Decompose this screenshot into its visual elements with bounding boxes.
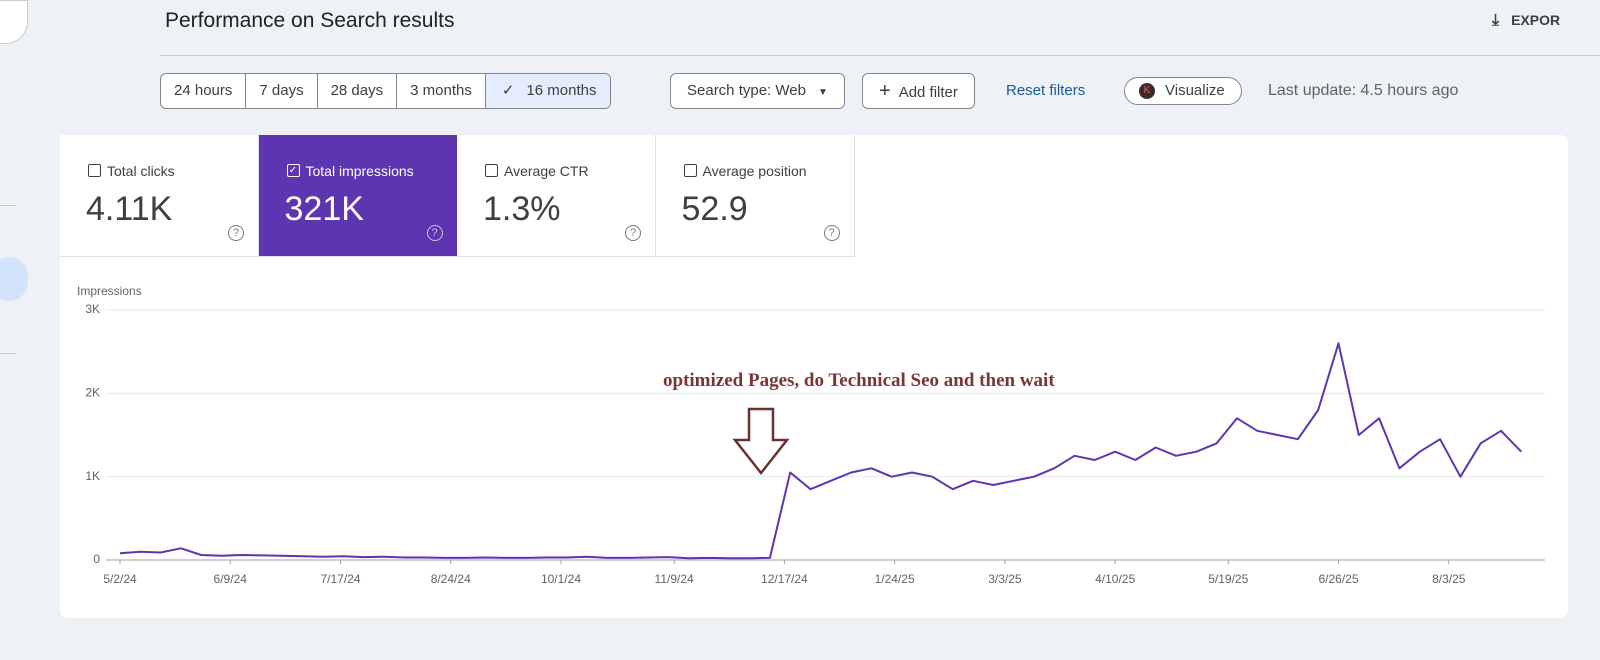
x-tick-label: 8/24/24: [431, 572, 471, 586]
range-button[interactable]: 7 days: [246, 74, 318, 108]
date-range-group: 24 hours 7 days 28 days 3 months ✓ 16 months: [160, 73, 612, 109]
checkbox: [485, 164, 498, 177]
range-label: 24 hours: [174, 82, 233, 99]
checkbox: [88, 164, 101, 177]
visualize-label: Visualize: [1165, 82, 1225, 99]
checkbox: ✓: [286, 164, 300, 177]
y-tick-label: 3K: [85, 302, 100, 316]
x-tick-label: 3/3/25: [988, 572, 1022, 586]
range-label: 3 months: [410, 82, 472, 99]
x-tick-label: 1/24/25: [875, 572, 915, 586]
x-tick-label: 4/10/25: [1095, 572, 1135, 586]
metric-label: Average position: [702, 163, 807, 179]
metric-value: 1.3%: [483, 190, 561, 228]
metric-value: 321K: [284, 190, 364, 228]
nav-divider: [0, 205, 16, 206]
visualize-button[interactable]: K Visualize: [1124, 77, 1242, 105]
x-tick-label: 7/17/24: [320, 572, 360, 586]
help-icon[interactable]: ?: [625, 225, 641, 241]
metric-card[interactable]: Average position 52.9?: [655, 135, 855, 257]
range-button[interactable]: 28 days: [318, 74, 398, 108]
page-title: Performance on Search results: [165, 9, 455, 32]
export-label: EXPOR: [1511, 12, 1561, 28]
range-label: 16 months: [526, 82, 597, 99]
x-tick-label: 10/1/24: [541, 572, 581, 586]
range-label: 28 days: [330, 82, 384, 99]
help-icon[interactable]: ?: [228, 225, 244, 241]
x-tick-label: 6/26/25: [1318, 572, 1358, 586]
range-button[interactable]: 3 months: [397, 74, 486, 108]
metric-label: Total clicks: [107, 163, 175, 179]
x-tick-label: 6/9/24: [214, 572, 248, 586]
reset-filters[interactable]: Reset filters: [1006, 82, 1086, 99]
metric-label: Average CTR: [504, 163, 589, 179]
x-tick-label: 11/9/24: [655, 572, 694, 586]
metric-value: 4.11K: [86, 190, 173, 228]
add-filter-label: Add filter: [898, 84, 958, 101]
metric-value: 52.9: [681, 190, 748, 228]
y-tick-label: 2K: [85, 386, 100, 400]
metric-card[interactable]: ✓ Total impressions 321K?: [258, 135, 458, 257]
range-label: 7 days: [259, 82, 304, 99]
y-axis-title: Impressions: [77, 284, 142, 298]
x-tick-label: 8/3/25: [1432, 572, 1466, 586]
help-icon[interactable]: ?: [823, 225, 840, 241]
search-type-label: Search type: Web: [687, 82, 806, 99]
y-tick-label: 0: [93, 552, 100, 566]
impressions-line: [119, 342, 1523, 560]
x-tick-label: 5/19/25: [1208, 572, 1248, 586]
header-rule: [160, 55, 1600, 56]
range-button[interactable]: ✓ 16 months: [485, 74, 611, 108]
last-update: Last update: 4.5 hours ago: [1268, 82, 1459, 99]
search-type-button[interactable]: Search type: Web ▼: [670, 73, 845, 109]
metric-label: Total impressions: [305, 163, 414, 179]
y-tick-label: 1K: [85, 469, 100, 483]
x-tick-label: 5/2/24: [103, 572, 137, 586]
export-button[interactable]: ⤓ EXPOR: [1492, 12, 1561, 29]
add-filter-button[interactable]: + Add filter: [862, 73, 975, 109]
check-icon: ✓: [501, 82, 515, 99]
x-tick-label: 12/17/24: [761, 572, 808, 586]
annotation: optimized Pages, do Technical Seo and th…: [663, 370, 1055, 391]
nav-item-selected[interactable]: [0, 257, 28, 301]
menu-button[interactable]: [0, 0, 28, 44]
range-button[interactable]: 24 hours: [161, 74, 247, 108]
nav-divider: [0, 353, 16, 354]
help-icon[interactable]: ?: [426, 225, 443, 241]
metric-card[interactable]: Total clicks 4.11K?: [60, 135, 259, 257]
checkbox: [683, 164, 697, 177]
